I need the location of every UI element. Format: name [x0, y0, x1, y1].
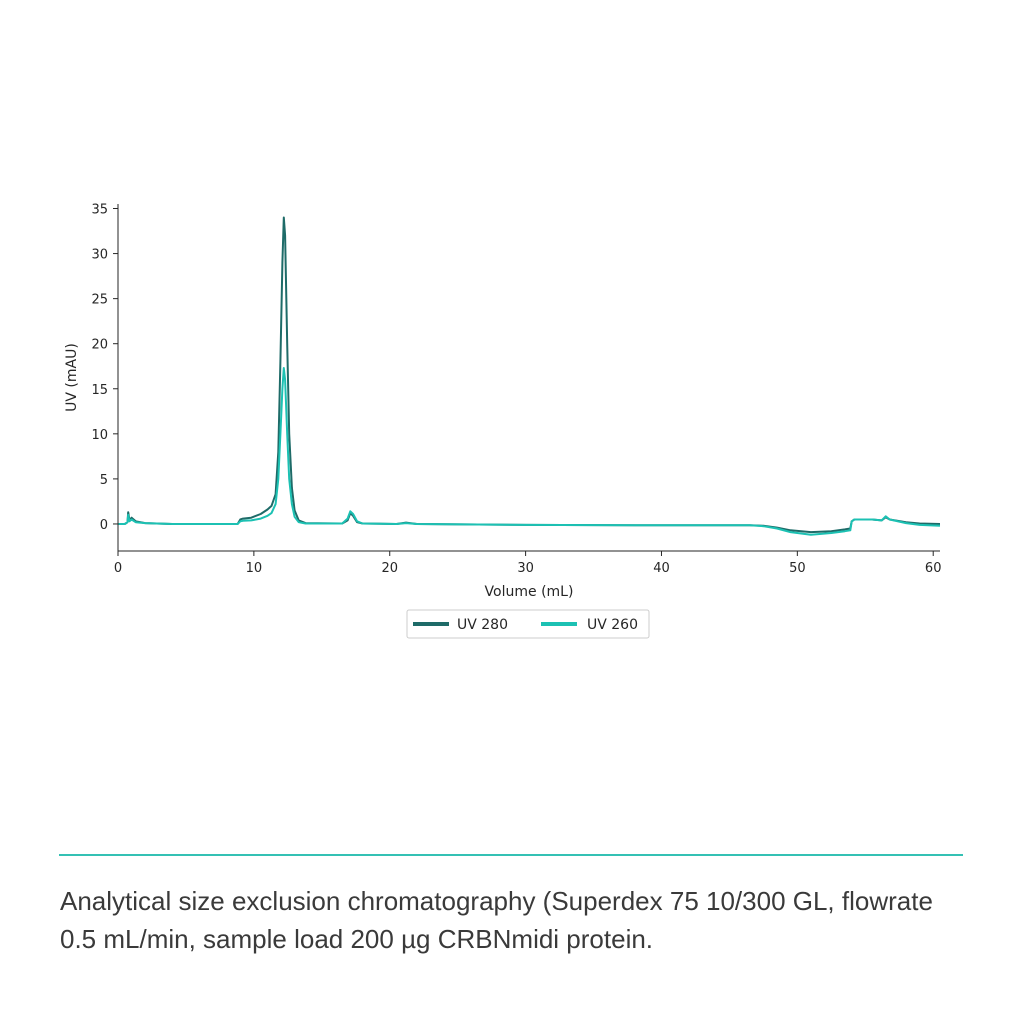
legend: UV 280 UV 260 [406, 609, 650, 639]
y-tick-label: 20 [91, 338, 108, 353]
series-line-uv260 [118, 367, 941, 536]
series-layer [118, 216, 941, 536]
y-tick-label: 10 [91, 428, 108, 443]
x-tick-label: 50 [789, 561, 806, 576]
legend-label-uv280: UV 280 [457, 617, 508, 633]
x-tick-label: 40 [653, 561, 670, 576]
x-tick-label: 10 [246, 561, 263, 576]
y-tick-label: 35 [91, 203, 108, 218]
y-tick-label: 30 [91, 248, 108, 263]
x-axis-label: Volume (mL) [485, 584, 574, 600]
caption-divider [59, 854, 963, 856]
axes-layer: 0 10 20 30 40 50 60 0 5 10 15 20 25 30 35 [91, 203, 941, 576]
legend-label-uv260: UV 260 [587, 617, 638, 633]
series-line-uv280 [118, 216, 941, 534]
y-tick-label: 0 [100, 518, 108, 533]
y-axis-label: UV (mAU) [64, 343, 80, 412]
x-tick-label: 30 [517, 561, 534, 576]
legend-box [406, 609, 650, 639]
y-tick-label: 5 [100, 473, 108, 488]
x-tick-label: 0 [114, 561, 122, 576]
x-tick-label: 60 [925, 561, 942, 576]
figure-caption: Analytical size exclusion chromatography… [60, 886, 933, 954]
x-tick-label: 20 [381, 561, 398, 576]
y-tick-label: 25 [91, 293, 108, 308]
y-tick-label: 15 [91, 383, 108, 398]
